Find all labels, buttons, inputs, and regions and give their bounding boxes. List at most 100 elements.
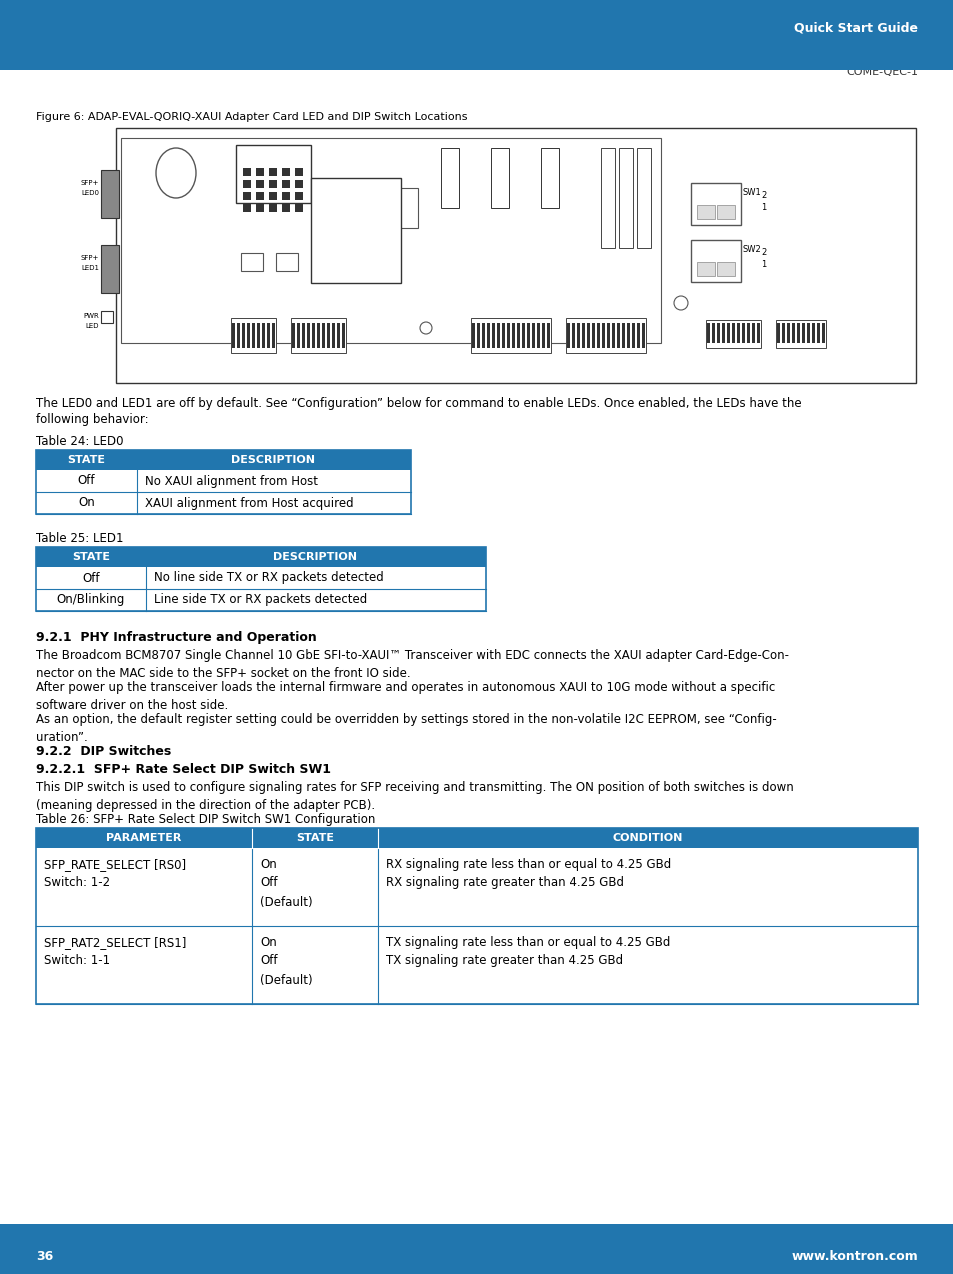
Bar [36,828,917,1004]
Bar [101,311,112,324]
Bar [275,254,297,271]
Bar [36,492,411,513]
Text: TX signaling rate greater than 4.25 GBd: TX signaling rate greater than 4.25 GBd [386,954,622,967]
Bar [512,324,515,348]
Bar [526,324,530,348]
Bar [717,324,720,343]
Bar [269,168,276,176]
Bar [232,324,234,348]
Bar [726,324,729,343]
Bar [541,324,544,348]
Text: 2: 2 [760,248,765,257]
Bar [36,547,485,567]
Bar [292,324,294,348]
Text: (Default): (Default) [260,975,313,987]
Text: On: On [260,857,276,871]
Bar [775,320,825,348]
Bar [540,148,558,208]
Bar [36,450,411,470]
Bar [101,169,119,218]
Bar [606,324,609,348]
Bar [637,148,650,248]
Text: RX signaling rate greater than 4.25 GBd: RX signaling rate greater than 4.25 GBd [386,877,623,889]
Bar [565,318,645,353]
Bar [386,189,417,228]
Text: No line side TX or RX packets detected: No line side TX or RX packets detected [153,572,383,585]
Bar [711,324,714,343]
Text: Switch: 1-2: Switch: 1-2 [44,877,110,889]
Bar [821,324,824,343]
Bar [316,324,319,348]
Bar [302,324,305,348]
Bar [618,148,633,248]
FancyBboxPatch shape [0,1224,953,1274]
Bar [332,324,335,348]
Text: On: On [260,936,276,949]
Bar [282,180,290,189]
Ellipse shape [156,148,195,197]
Text: CONDITION: CONDITION [612,833,682,843]
Bar [121,138,660,343]
Bar [36,926,917,1004]
Bar [36,828,917,848]
Text: 9.2.2  DIP Switches: 9.2.2 DIP Switches [36,745,172,758]
Bar [690,183,740,225]
Text: COME-QEC-1: COME-QEC-1 [845,68,917,76]
Text: The Broadcom BCM8707 Single Channel 10 GbE SFI-to-XAUI™ Transceiver with EDC con: The Broadcom BCM8707 Single Channel 10 G… [36,648,788,680]
Text: DESCRIPTION: DESCRIPTION [232,455,315,465]
Bar [600,148,615,248]
Bar [269,192,276,200]
Text: The LED0 and LED1 are off by default. See “Configuration” below for command to e: The LED0 and LED1 are off by default. Se… [36,397,801,410]
Text: After power up the transceiver loads the internal firmware and operates in auton: After power up the transceiver loads the… [36,682,775,712]
Bar [282,192,290,200]
Bar [816,324,820,343]
Bar [231,318,275,353]
Bar [697,205,714,219]
Bar [491,148,509,208]
Bar [472,324,475,348]
Bar [751,324,754,343]
Bar [621,324,624,348]
Bar [242,324,245,348]
Bar [267,324,270,348]
Bar [294,204,303,211]
Bar [294,192,303,200]
Text: following behavior:: following behavior: [36,413,149,426]
Bar [241,254,263,271]
Text: (Default): (Default) [260,896,313,910]
Bar [566,324,569,348]
Bar [294,168,303,176]
Bar [36,470,411,492]
Bar [506,324,510,348]
Bar [546,324,550,348]
Bar [781,324,784,343]
Bar [641,324,644,348]
Text: SFP_RAT2_SELECT [RS1]: SFP_RAT2_SELECT [RS1] [44,936,186,949]
Bar [243,204,251,211]
Bar [252,324,254,348]
Text: XAUI alignment from Host acquired: XAUI alignment from Host acquired [145,497,354,510]
Bar [476,324,479,348]
Bar [243,180,251,189]
Bar [291,318,346,353]
Bar [471,318,551,353]
Bar [690,240,740,282]
Text: 36: 36 [36,1250,53,1263]
Bar [341,324,345,348]
Bar [786,324,789,343]
Bar [721,324,724,343]
Bar [296,324,299,348]
Bar [501,324,504,348]
Bar [746,324,749,343]
Text: LED0: LED0 [81,190,99,196]
Bar [741,324,744,343]
Bar [243,192,251,200]
Bar [631,324,635,348]
Bar [307,324,310,348]
Text: LED: LED [86,324,99,329]
Bar [626,324,629,348]
Text: RX signaling rate less than or equal to 4.25 GBd: RX signaling rate less than or equal to … [386,857,671,871]
Bar [322,324,325,348]
Bar [0,0,953,56]
Text: STATE: STATE [68,455,106,465]
